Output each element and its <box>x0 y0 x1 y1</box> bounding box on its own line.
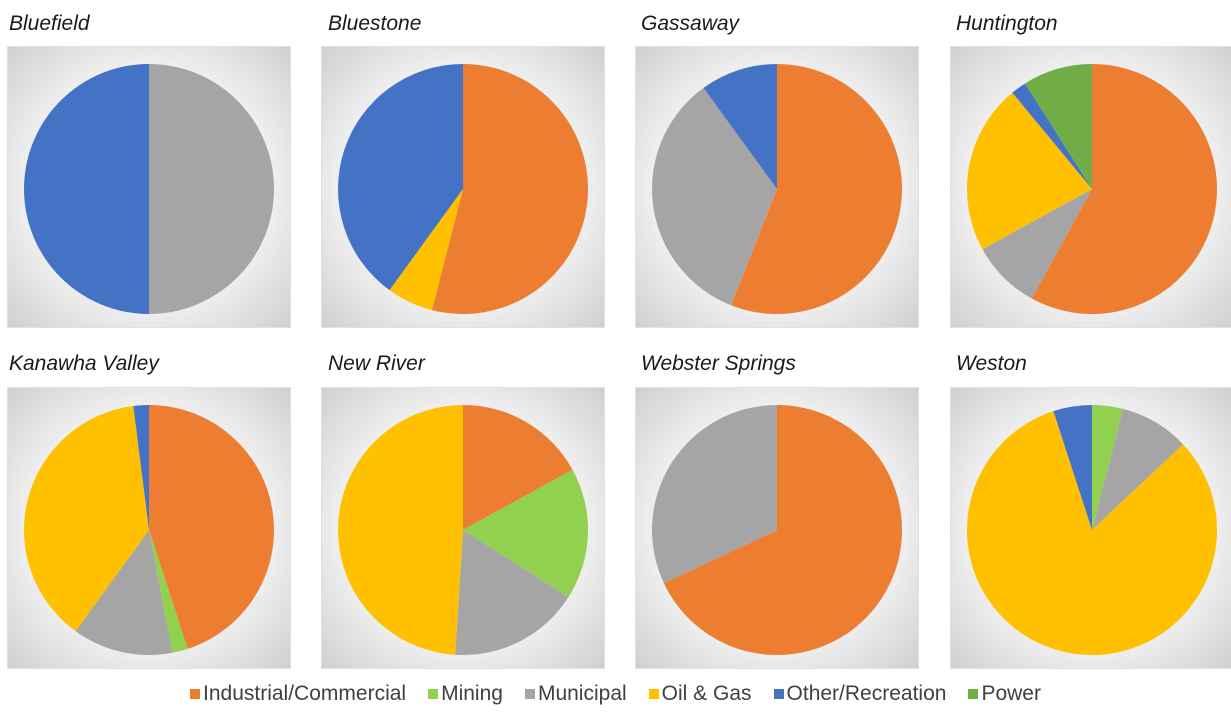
pie-slice-other-recreation <box>133 405 149 530</box>
pie-slice-other-recreation <box>1012 83 1092 189</box>
pie-chart <box>338 405 589 655</box>
pie-chart-panel <box>950 46 1231 328</box>
pie-slice-industrial-commercial <box>663 405 903 655</box>
pie-slice-power <box>1025 64 1092 189</box>
pie-slice-mining <box>1092 405 1124 530</box>
legend-label: Oil & Gas <box>661 682 752 705</box>
pie-chart-panel <box>321 387 605 669</box>
legend: Industrial/Commercial Mining Municipal Oil … <box>0 679 1231 709</box>
legend-item: Other/Recreation <box>773 682 947 706</box>
legend-label: Mining <box>441 682 503 705</box>
chart-title: Bluestone <box>328 12 422 35</box>
pie-slice-industrial-commercial <box>149 405 274 649</box>
pie-slice-mining <box>463 469 589 597</box>
pie-slice-oil-gas <box>389 189 463 311</box>
pie-slice-industrial-commercial <box>431 64 589 314</box>
chart-title: Kanawha Valley <box>9 352 159 375</box>
pie-chart <box>967 405 1218 656</box>
pie-slice-municipal <box>652 405 777 584</box>
legend-swatch <box>190 689 201 699</box>
legend-swatch <box>648 689 659 699</box>
pie-slice-municipal <box>75 530 173 656</box>
legend-label: Municipal <box>537 682 627 705</box>
legend-item: Mining <box>428 682 503 706</box>
pie-chart-panel <box>321 46 605 328</box>
pie-slice-municipal <box>1092 408 1184 530</box>
pie-slice-oil-gas <box>967 411 1218 656</box>
chart-title: Gassaway <box>641 12 740 35</box>
pie-slice-oil-gas <box>338 405 463 655</box>
legend-label: Industrial/Commercial <box>203 682 407 705</box>
chart-title: New River <box>328 352 425 375</box>
legend-swatch <box>773 689 784 699</box>
chart-title: Webster Springs <box>641 352 796 375</box>
pie-slice-other-recreation <box>703 64 777 189</box>
pie-chart <box>337 64 589 314</box>
pie-slice-oil-gas <box>966 92 1092 250</box>
pie-chart-panel <box>7 387 291 669</box>
pie-chart <box>652 405 903 655</box>
pie-chart-panel <box>635 46 919 328</box>
pie-slice-industrial-commercial <box>463 405 573 530</box>
pie-chart-panel <box>950 387 1231 669</box>
pie-chart-panel <box>7 46 291 328</box>
legend-item: Power <box>968 682 1041 706</box>
pie-slice-municipal <box>982 189 1092 299</box>
legend-item: Industrial/Commercial <box>190 682 406 706</box>
legend-label: Other/Recreation <box>786 682 947 705</box>
pie-slice-mining <box>149 530 188 653</box>
pie-chart-panel <box>635 387 919 669</box>
pie-slice-other-recreation <box>24 64 149 314</box>
pie-chart <box>24 405 274 656</box>
legend-item: Oil & Gas <box>648 682 752 706</box>
pie-slice-municipal <box>455 530 569 655</box>
chart-title: Weston <box>956 352 1027 375</box>
legend-item: Municipal <box>524 682 627 706</box>
legend-label: Power <box>981 682 1041 705</box>
pie-slice-municipal <box>651 87 777 306</box>
legend-swatch <box>968 689 979 699</box>
pie-chart <box>966 64 1217 314</box>
chart-title: Bluefield <box>9 12 90 35</box>
pie-chart <box>651 64 903 314</box>
pie-chart <box>24 64 274 314</box>
pie-slice-industrial-commercial <box>730 64 903 314</box>
chart-title: Huntington <box>956 12 1058 35</box>
pie-slice-oil-gas <box>24 405 149 632</box>
legend-swatch <box>524 689 535 699</box>
pie-slice-municipal <box>149 64 274 314</box>
pie-slice-other-recreation <box>337 64 463 291</box>
legend-swatch <box>428 689 439 699</box>
pie-slice-industrial-commercial <box>1031 64 1217 314</box>
pie-slice-other-recreation <box>1053 405 1092 530</box>
